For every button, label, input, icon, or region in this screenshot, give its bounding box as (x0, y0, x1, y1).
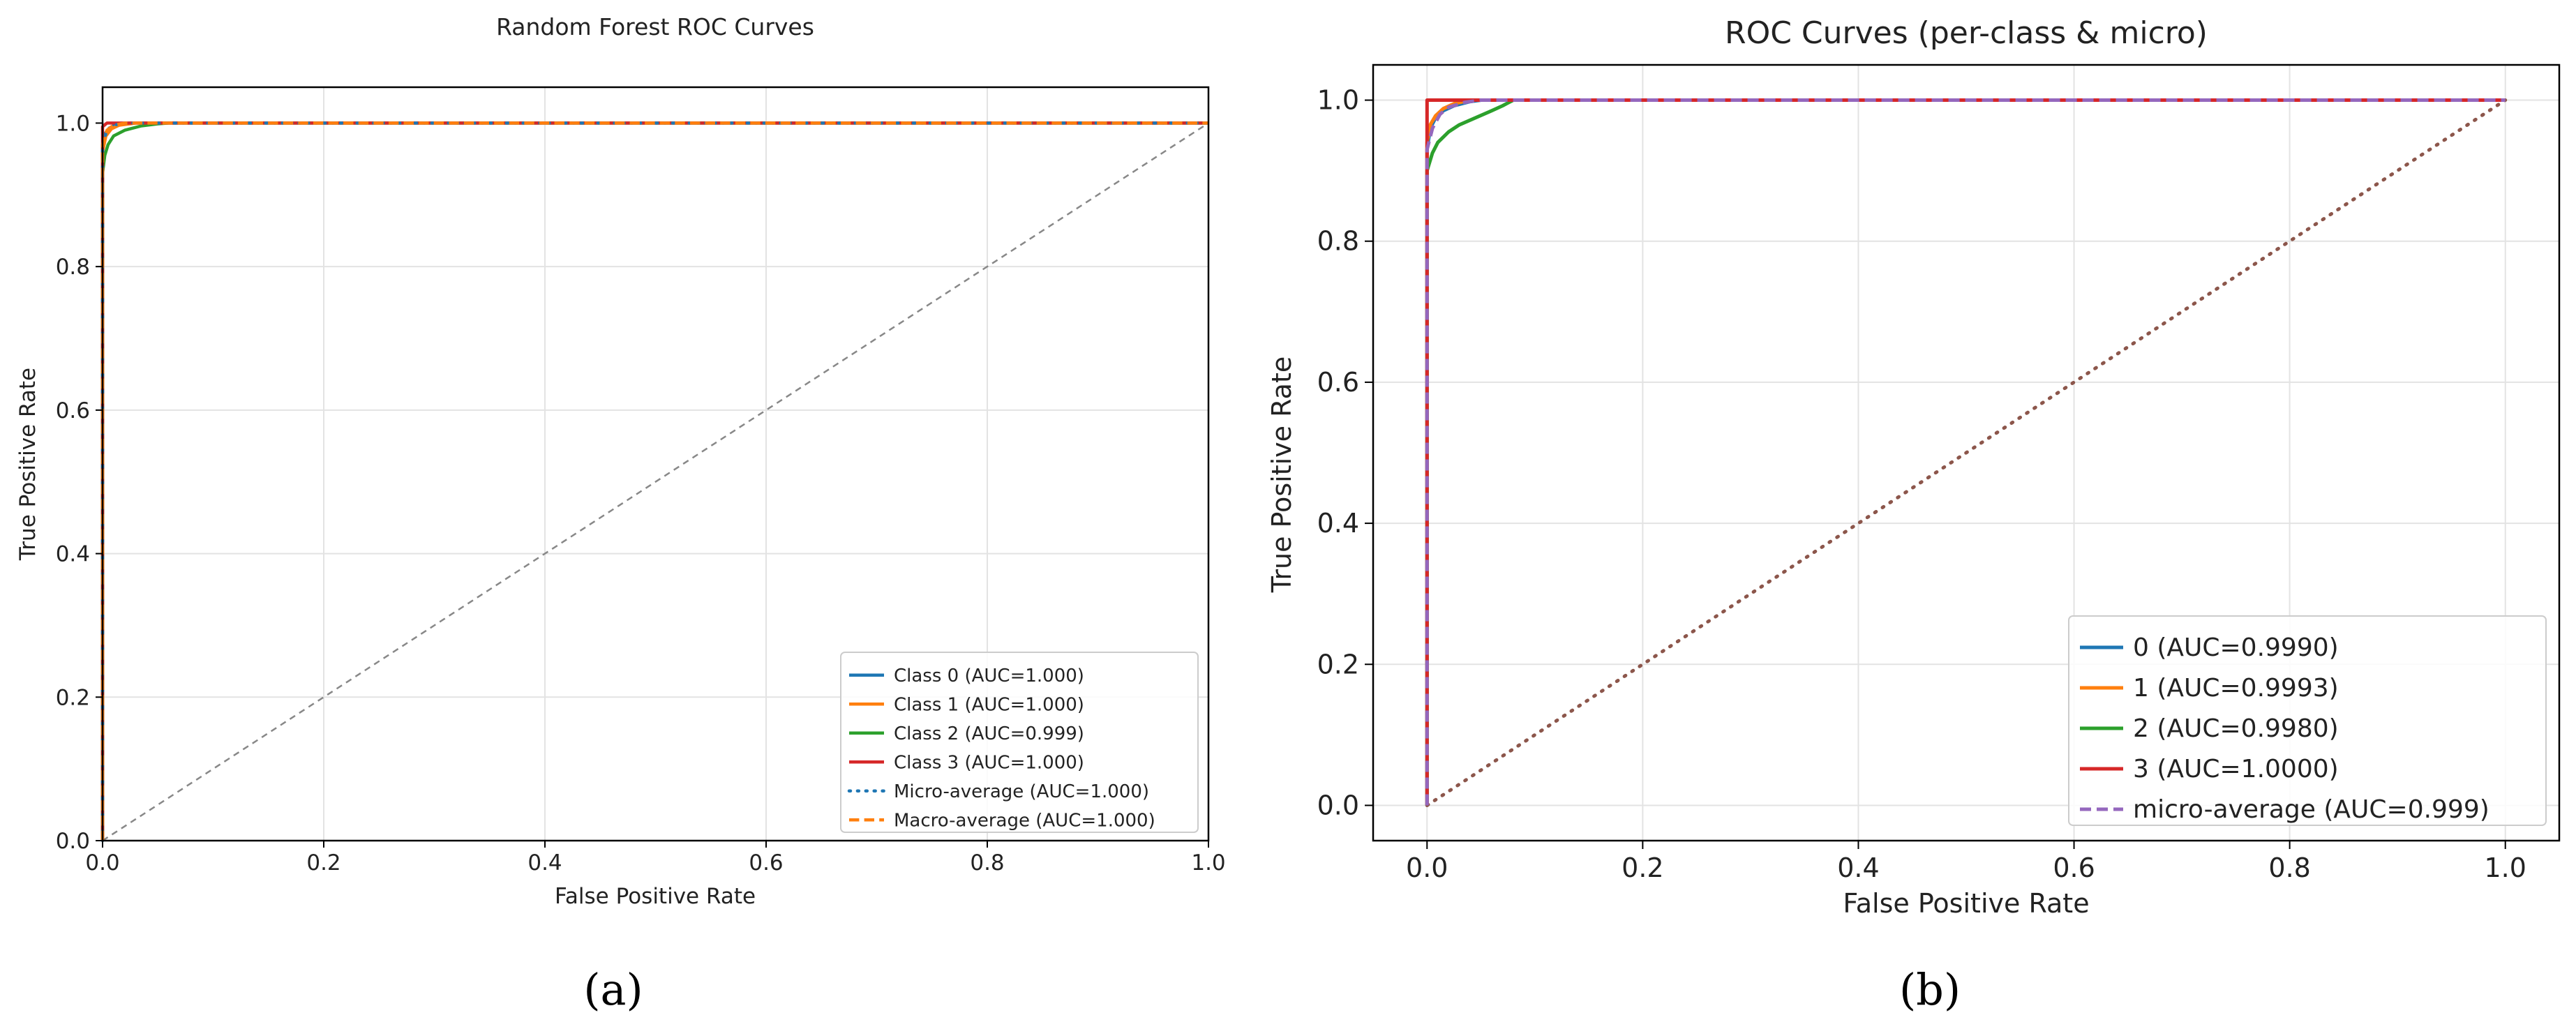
legend-box (840, 652, 1199, 833)
legend-label: Macro-average (AUC=1.000) (894, 810, 1155, 831)
x-tick-label: 0.4 (527, 850, 562, 876)
y-tick-label: 0.2 (1317, 649, 1359, 679)
chart-b-title: ROC Curves (per-class & micro) (1725, 15, 2208, 51)
legend-label: Micro-average (AUC=1.000) (894, 781, 1149, 802)
y-tick-label: 0.0 (1317, 790, 1359, 820)
series-line-4 (1425, 98, 2506, 806)
x-tick-label: 0.0 (85, 850, 119, 876)
chart-a-title: Random Forest ROC Curves (496, 13, 814, 40)
series-line-chance (1425, 98, 2508, 807)
legend-label: micro-average (AUC=0.999) (2133, 795, 2489, 824)
chart-b-xlabel: False Positive Rate (1843, 888, 2089, 919)
chart-a: 0.0 0.2 0.4 0.6 0.8 1.0 0.0 0.2 0.4 0.6 0.8 1.0 Ran… (15, 13, 1226, 909)
chart-a-xlabel: False Positive Rate (555, 884, 756, 909)
x-tick-label: 0.4 (1837, 853, 1879, 883)
x-tick-label: 0.8 (2268, 853, 2310, 883)
chart-b-ylabel: True Positive Rate (1266, 356, 1297, 594)
y-tick-label: 0.0 (56, 829, 90, 854)
y-tick-label: 0.6 (56, 398, 90, 423)
legend-label: 0 (AUC=0.9990) (2133, 633, 2339, 662)
series-line-2 (1425, 98, 2506, 806)
x-tick-label: 0.6 (749, 850, 783, 876)
y-tick-label: 0.2 (56, 685, 90, 710)
y-tick-label: 1.0 (1317, 85, 1359, 116)
legend-box (2068, 615, 2547, 826)
y-tick-label: 1.0 (56, 111, 90, 136)
chart-a-legend: Class 0 (AUC=1.000) Class 1 (AUC=1.000) Cl… (840, 652, 1199, 833)
x-tick-label: 0.2 (306, 850, 340, 876)
legend-label: Class 2 (AUC=0.999) (894, 723, 1084, 744)
series-line-chance (102, 122, 1209, 842)
chart-b-ticks: 0.0 0.2 0.4 0.6 0.8 1.0 0.0 0.2 0.4 0.6 0.8 1.0 (1317, 85, 2526, 883)
x-tick-label: 1.0 (1191, 850, 1225, 876)
y-tick-label: 0.6 (1317, 367, 1359, 398)
x-tick-label: 0.0 (1406, 853, 1448, 883)
y-tick-label: 0.4 (56, 542, 90, 567)
legend-label: 2 (AUC=0.9980) (2133, 714, 2339, 743)
x-tick-label: 0.6 (2053, 853, 2095, 883)
x-tick-label: 0.2 (1622, 853, 1663, 883)
chart-a-ticks: 0.0 0.2 0.4 0.6 0.8 1.0 0.0 0.2 0.4 0.6 0.8 1.0 (56, 111, 1226, 876)
chart-b-legend: 0 (AUC=0.9990) 1 (AUC=0.9993) 2 (AUC=0.998… (2068, 615, 2547, 826)
y-tick-label: 0.4 (1317, 508, 1359, 539)
chart-b: 0.0 0.2 0.4 0.6 0.8 1.0 0.0 0.2 0.4 0.6 0.8 1.0 ROC… (1266, 15, 2561, 919)
y-tick-label: 0.8 (1317, 226, 1359, 257)
legend-label: 3 (AUC=1.0000) (2133, 755, 2339, 783)
legend-label: 1 (AUC=0.9993) (2133, 674, 2339, 703)
chart-a-ylabel: True Positive Rate (15, 368, 40, 561)
x-tick-label: 1.0 (2485, 853, 2526, 883)
legend-label: Class 3 (AUC=1.000) (894, 752, 1084, 773)
x-tick-label: 0.8 (970, 850, 1004, 876)
caption-b: (b) (1899, 964, 1961, 1015)
legend-label: Class 0 (AUC=1.000) (894, 666, 1084, 686)
y-tick-label: 0.8 (56, 255, 90, 280)
chart-a-grid (102, 87, 1209, 841)
caption-a: (a) (583, 964, 643, 1015)
legend-label: Class 1 (AUC=1.000) (894, 694, 1084, 715)
chart-b-lines (1425, 98, 2508, 807)
